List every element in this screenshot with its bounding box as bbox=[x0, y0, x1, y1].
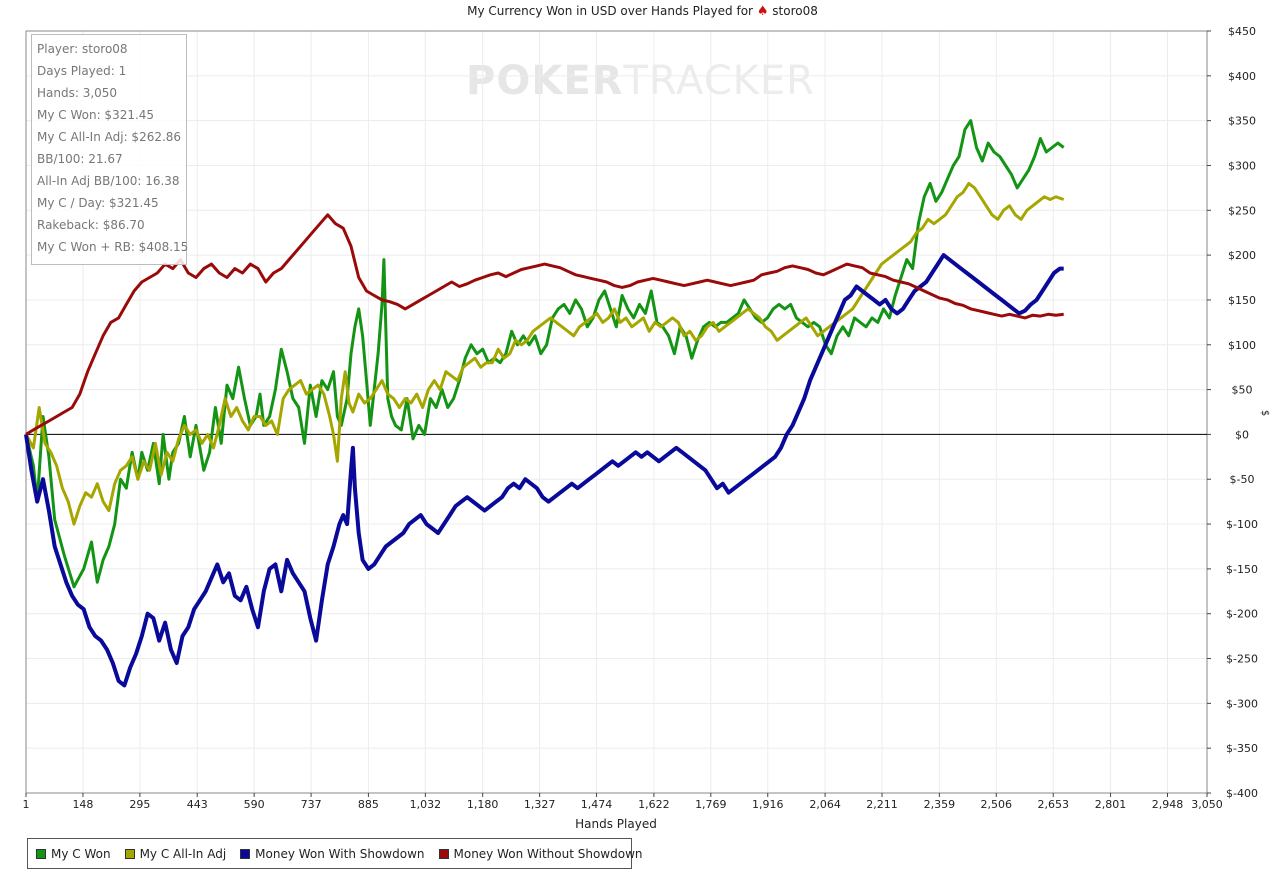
x-tick-label: 1,180 bbox=[467, 798, 499, 811]
legend-swatch bbox=[240, 848, 251, 859]
y-tick-label: $300 bbox=[1228, 159, 1256, 172]
y-tick-label: $350 bbox=[1228, 115, 1256, 128]
x-tick-label: 1 bbox=[23, 798, 30, 811]
y-tick-label: $200 bbox=[1228, 249, 1256, 262]
y-tick-label: $0 bbox=[1235, 428, 1249, 441]
x-tick-label: 590 bbox=[244, 798, 265, 811]
x-axis-ticks: 1 148 295 443 590 737 885 1,032 1,180 1,327 1,474 1… bbox=[23, 793, 1223, 811]
stat-row: Player: storo08 bbox=[37, 42, 128, 56]
stat-row: My C Won: $321.45 bbox=[37, 108, 155, 122]
x-tick-label: 148 bbox=[72, 798, 93, 811]
series-line-1 bbox=[24, 181, 1065, 526]
y-tick-label: $-250 bbox=[1226, 653, 1258, 666]
x-tick-label: 737 bbox=[301, 798, 322, 811]
y-tick-label: $100 bbox=[1228, 339, 1256, 352]
y-tick-label: $50 bbox=[1232, 384, 1253, 397]
x-tick-label: 885 bbox=[358, 798, 379, 811]
x-tick-label: 1,622 bbox=[638, 798, 670, 811]
x-tick-label: 1,032 bbox=[410, 798, 442, 811]
chart-legend: My C Won My C All-In Adj Money Won With Sh… bbox=[27, 838, 643, 869]
legend-label: Money Won With Showdown bbox=[255, 846, 425, 861]
chart-title-player: storo08 bbox=[772, 4, 818, 18]
series-lines bbox=[24, 119, 1065, 688]
series-line-0 bbox=[24, 119, 1065, 589]
player-stats-panel: Player: storo08 Days Played: 1 Hands: 3,05… bbox=[31, 34, 189, 265]
legend-label: My C All-In Adj bbox=[139, 846, 227, 861]
y-tick-label: $-200 bbox=[1226, 608, 1258, 621]
y-tick-label: $-100 bbox=[1226, 518, 1258, 531]
series-line-3 bbox=[25, 213, 1064, 436]
y-tick-label: $-300 bbox=[1226, 697, 1258, 710]
x-tick-label: 443 bbox=[187, 798, 208, 811]
stat-row: BB/100: 21.67 bbox=[37, 152, 123, 166]
legend-swatch bbox=[124, 848, 135, 859]
y-axis-label: $ bbox=[1259, 410, 1270, 416]
x-tick-label: 2,359 bbox=[924, 798, 956, 811]
x-axis-label: Hands Played bbox=[575, 817, 657, 831]
stat-row: Rakeback: $86.70 bbox=[37, 218, 145, 232]
x-tick-label: 2,064 bbox=[809, 798, 841, 811]
legend-label: My C Won bbox=[51, 846, 111, 861]
stat-row: My C Won + RB: $408.15 bbox=[37, 240, 189, 254]
stat-row: My C All-In Adj: $262.86 bbox=[37, 130, 182, 144]
legend-swatch bbox=[36, 848, 46, 859]
y-tick-label: $-350 bbox=[1226, 742, 1258, 755]
grid-lines bbox=[25, 30, 1208, 794]
stat-row: Days Played: 1 bbox=[37, 64, 127, 78]
x-tick-label: 1,916 bbox=[752, 798, 784, 811]
stat-row: All-In Adj BB/100: 16.38 bbox=[37, 174, 180, 188]
x-tick-label: 2,801 bbox=[1095, 798, 1127, 811]
y-tick-label: $250 bbox=[1228, 204, 1256, 217]
x-tick-label: 2,948 bbox=[1152, 798, 1184, 811]
y-tick-label: $-150 bbox=[1226, 563, 1258, 576]
chart-title-prefix: My Currency Won in USD over Hands Played… bbox=[467, 4, 753, 18]
x-tick-label: 1,327 bbox=[524, 798, 556, 811]
legend-item: My C Won bbox=[36, 847, 111, 861]
x-tick-label: 1,474 bbox=[581, 798, 613, 811]
stat-row: My C / Day: $321.45 bbox=[37, 196, 159, 210]
spade-icon: ♠ bbox=[756, 4, 769, 19]
stat-row: Hands: 3,050 bbox=[37, 86, 118, 100]
y-axis-ticks: $450 $400 $350 $300 $250 $200 $150 $100 $50 $0 $-5… bbox=[1207, 25, 1258, 800]
legend-label: Money Won Without Showdown bbox=[453, 846, 643, 861]
legend-item: My C All-In Adj bbox=[124, 846, 227, 861]
x-tick-label: 295 bbox=[129, 798, 150, 811]
chart-title: My Currency Won in USD over Hands Played… bbox=[0, 4, 1285, 19]
y-tick-label: $-400 bbox=[1226, 787, 1258, 800]
legend-item: Money Won With Showdown bbox=[240, 846, 425, 861]
x-tick-label: 2,506 bbox=[981, 798, 1013, 811]
watermark-light: TRACKER bbox=[623, 58, 815, 104]
y-tick-label: $450 bbox=[1228, 25, 1256, 38]
plot-area bbox=[25, 30, 1208, 794]
y-tick-label: $150 bbox=[1228, 294, 1256, 307]
y-tick-label: $400 bbox=[1228, 70, 1256, 83]
legend-swatch bbox=[438, 848, 449, 859]
y-tick-label: $-50 bbox=[1230, 473, 1255, 486]
x-tick-label: 2,653 bbox=[1037, 798, 1069, 811]
x-tick-label: 3,050 bbox=[1191, 798, 1223, 811]
x-tick-label: 2,211 bbox=[866, 798, 898, 811]
series-line-2 bbox=[24, 253, 1064, 688]
legend-item: Money Won Without Showdown bbox=[438, 846, 643, 861]
x-tick-label: 1,769 bbox=[695, 798, 727, 811]
